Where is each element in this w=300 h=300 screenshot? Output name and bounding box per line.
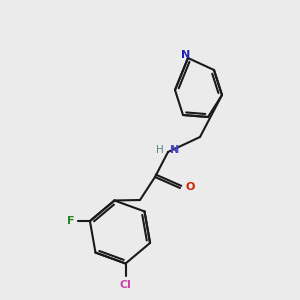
Text: F: F	[68, 216, 75, 226]
Text: N: N	[170, 145, 179, 155]
Text: O: O	[185, 182, 194, 192]
Text: H: H	[156, 145, 164, 155]
Text: Cl: Cl	[120, 280, 131, 290]
Text: N: N	[182, 50, 190, 60]
